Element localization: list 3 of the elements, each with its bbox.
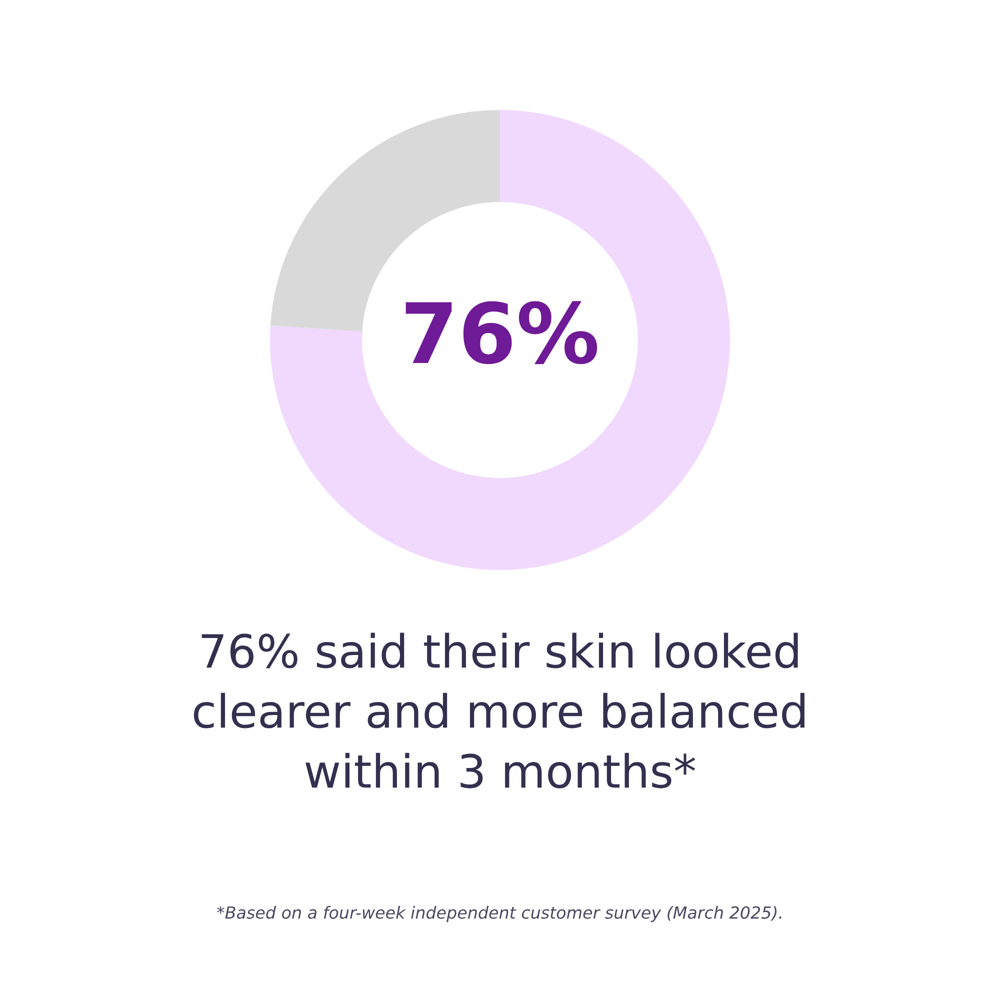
data-label: 76%: [406, 301, 598, 364]
text: *Based on a four-week independent customer survey (March 2025).: [216, 906, 782, 922]
text: 76% said their skin looked clearer and more balanced within 3 months*: [194, 632, 804, 788]
